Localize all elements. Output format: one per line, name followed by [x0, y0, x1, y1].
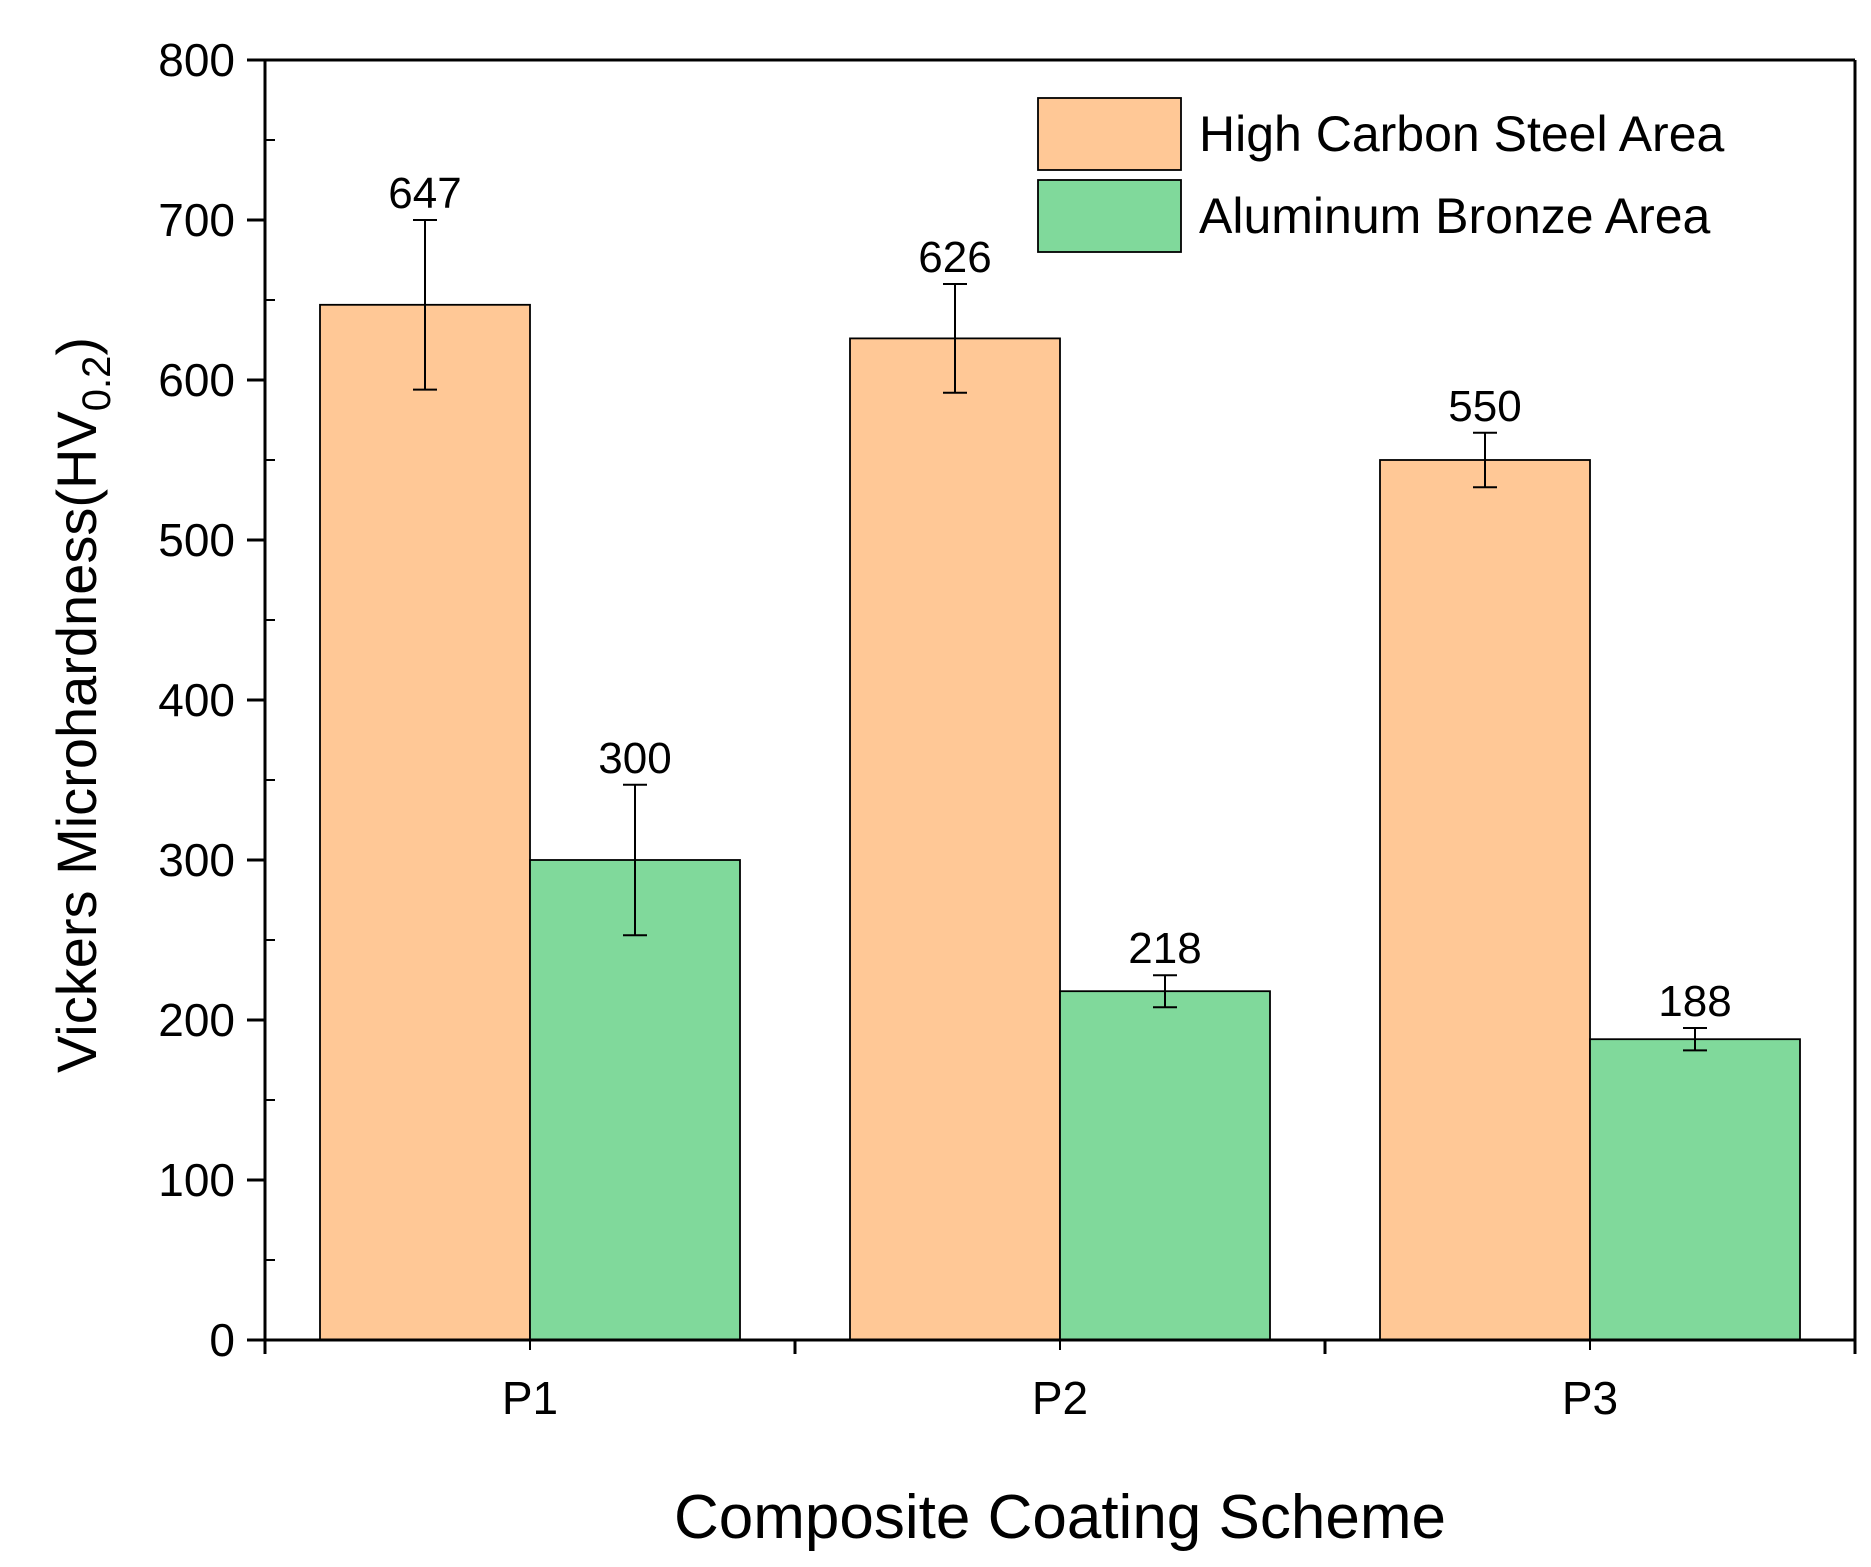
legend-label-series-2: Aluminum Bronze Area [1199, 188, 1711, 244]
y-axis-title-main: Vickers Microhardness(HV [45, 411, 108, 1073]
bar-p1-series-2 [529, 859, 741, 1341]
y-tick-label: 700 [158, 194, 235, 246]
bar-p2-series-2 [1059, 990, 1271, 1341]
x-tick-label-p3: P3 [1562, 1372, 1618, 1424]
data-label-p1-series-1: 647 [388, 169, 461, 218]
data-labels-layer: 647 300 626 218 550 188 [388, 169, 1731, 1026]
bar-p3-series-1 [1379, 459, 1591, 1341]
legend-swatch-series-2 [1037, 179, 1182, 253]
x-tick-label-p1: P1 [502, 1372, 558, 1424]
x-axis-title: Composite Coating Scheme [674, 1483, 1446, 1552]
bar-p1-series-1 [319, 303, 531, 1341]
y-tick-label: 500 [158, 514, 235, 566]
data-label-p3-series-1: 550 [1448, 382, 1521, 431]
legend-label-series-1: High Carbon Steel Area [1199, 106, 1725, 162]
y-tick-label: 400 [158, 674, 235, 726]
bar-p3-series-2 [1589, 1038, 1801, 1341]
x-tick-label-p2: P2 [1032, 1372, 1088, 1424]
data-label-p3-series-2: 188 [1658, 977, 1731, 1026]
data-label-p2-series-1: 626 [918, 233, 991, 282]
bar-p2-series-1 [849, 337, 1061, 1341]
data-label-p1-series-2: 300 [598, 734, 671, 783]
y-tick-label: 100 [158, 1154, 235, 1206]
y-axis-title-subscript: 0.2 [75, 356, 119, 412]
bars-layer [319, 303, 1801, 1341]
legend-swatch-series-1 [1037, 97, 1182, 171]
y-axis-title-suffix: ) [45, 337, 108, 356]
data-label-p2-series-2: 218 [1128, 924, 1201, 973]
y-tick-label: 0 [209, 1314, 235, 1366]
y-axis-title: Vickers Microhardness(HV0.2) [45, 337, 119, 1073]
y-tick-label: 800 [158, 34, 235, 86]
y-tick-label: 300 [158, 834, 235, 886]
legend: High Carbon Steel Area Aluminum Bronze Ar… [1037, 97, 1725, 253]
error-bars-layer [413, 219, 1707, 1052]
y-tick-label: 600 [158, 354, 235, 406]
axes-layer: 0 100 200 300 400 500 600 700 800 P1 P2 P3 [158, 34, 1857, 1424]
y-tick-label: 200 [158, 994, 235, 1046]
